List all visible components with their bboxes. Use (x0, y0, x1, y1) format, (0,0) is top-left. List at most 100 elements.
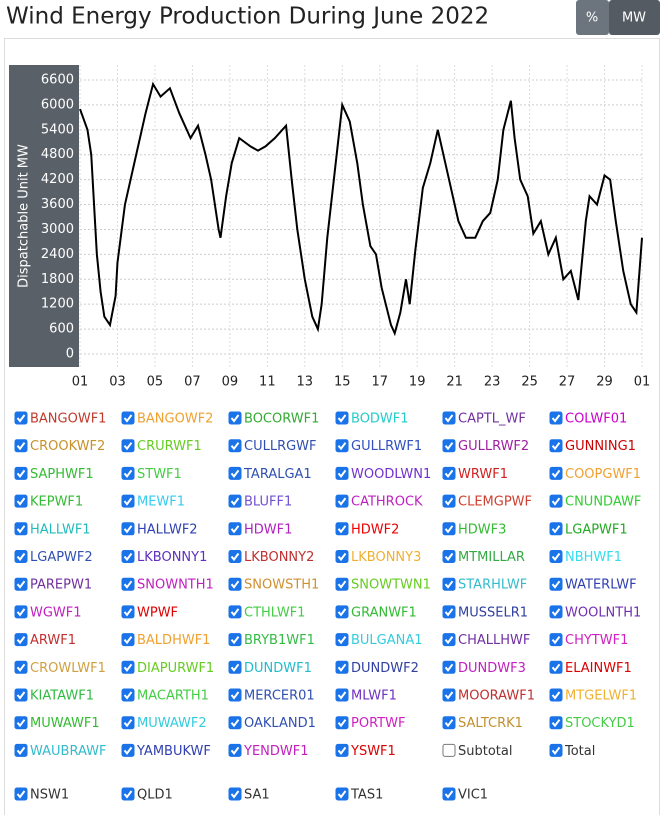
legend-label[interactable]: BALDHWF1 (137, 633, 210, 648)
checkbox[interactable] (442, 522, 456, 536)
legend-label[interactable]: WGWF1 (30, 605, 82, 620)
legend-label[interactable]: DUNDWF2 (351, 661, 419, 676)
checkmark[interactable] (230, 636, 240, 645)
checkmark[interactable] (16, 746, 26, 756)
checkmark[interactable] (16, 497, 26, 506)
legend-label[interactable]: BOCORWF1 (244, 412, 319, 427)
checkbox[interactable] (335, 688, 349, 702)
button-label[interactable]: % (586, 11, 598, 26)
checkbox[interactable] (442, 716, 456, 730)
checkmark[interactable] (337, 608, 347, 617)
legend-label[interactable]: MUWAWF2 (137, 716, 207, 731)
legend-label[interactable]: WPWF (137, 605, 178, 620)
legend-label[interactable]: BANGOWF2 (137, 412, 213, 427)
checkbox[interactable] (335, 522, 349, 536)
checkbox[interactable] (442, 688, 456, 702)
checkmark[interactable] (230, 469, 240, 479)
checkbox[interactable] (442, 605, 456, 619)
checkmark[interactable] (230, 719, 240, 728)
checkmark[interactable] (337, 414, 347, 423)
checkmark[interactable] (444, 552, 454, 562)
legend-label[interactable]: KIATAWF1 (30, 689, 94, 704)
checkbox[interactable] (121, 605, 135, 619)
legend-label[interactable]: MLWF1 (351, 689, 397, 704)
checkbox[interactable] (228, 633, 242, 647)
checkmark[interactable] (551, 442, 561, 451)
checkbox[interactable] (442, 411, 456, 425)
checkmark[interactable] (444, 663, 454, 672)
checkmark[interactable] (123, 608, 133, 617)
checkbox[interactable] (549, 605, 563, 619)
legend-label[interactable]: MTGELWF1 (565, 689, 637, 704)
checkbox[interactable] (121, 787, 135, 801)
checkbox[interactable] (442, 494, 456, 508)
checkbox[interactable] (442, 439, 456, 453)
legend-label[interactable]: GUNNING1 (565, 439, 636, 454)
checkmark[interactable] (230, 663, 240, 672)
legend-label[interactable]: STARHLWF (458, 578, 527, 593)
legend-label[interactable]: STOCKYD1 (565, 716, 635, 731)
legend-label[interactable]: PAREPW1 (30, 578, 92, 593)
legend-label[interactable]: Total (564, 744, 595, 759)
legend-label[interactable]: LKBONNY1 (137, 550, 207, 565)
checkbox[interactable] (335, 577, 349, 591)
checkmark[interactable] (337, 663, 347, 672)
legend-label[interactable]: BLUFF1 (244, 495, 292, 510)
checkbox[interactable] (335, 466, 349, 480)
checkbox[interactable] (228, 577, 242, 591)
checkbox[interactable] (335, 411, 349, 425)
legend-label[interactable]: HALLWF2 (137, 522, 198, 537)
button-label[interactable]: MW (622, 11, 646, 26)
checkmark[interactable] (123, 790, 133, 799)
checkmark[interactable] (337, 442, 347, 451)
checkmark[interactable] (123, 719, 133, 728)
checkbox[interactable] (228, 605, 242, 619)
legend-label[interactable]: SALTCRK1 (458, 716, 523, 731)
checkmark[interactable] (551, 719, 561, 728)
legend-label[interactable]: MEWF1 (137, 495, 185, 510)
legend-label[interactable]: KEPWF1 (30, 495, 83, 510)
legend-label[interactable]: CROWLWF1 (30, 661, 106, 676)
checkmark[interactable] (123, 552, 133, 562)
checkmark[interactable] (444, 497, 454, 506)
checkbox[interactable] (14, 743, 28, 757)
legend-label[interactable]: SNOWTWN1 (351, 578, 431, 593)
checkmark[interactable] (551, 469, 561, 479)
checkmark[interactable] (123, 663, 133, 672)
checkmark[interactable] (444, 414, 454, 423)
checkbox[interactable] (228, 550, 242, 563)
checkbox[interactable] (442, 577, 456, 591)
checkmark[interactable] (230, 525, 240, 534)
checkbox[interactable] (549, 743, 563, 757)
checkmark[interactable] (123, 525, 133, 534)
legend-label[interactable]: CHALLHWF (458, 633, 530, 648)
legend-label[interactable]: DUNDWF3 (458, 661, 526, 676)
legend-label[interactable]: MTMILLAR (458, 550, 525, 565)
legend-label[interactable]: LGAPWF2 (30, 550, 93, 565)
legend-label[interactable]: WAUBRAWF (30, 744, 107, 759)
checkbox[interactable] (121, 688, 135, 702)
legend-label[interactable]: YENDWF1 (243, 744, 309, 759)
checkmark[interactable] (16, 525, 26, 534)
checkmark[interactable] (551, 580, 561, 589)
checkbox[interactable] (335, 605, 349, 619)
checkmark[interactable] (123, 746, 133, 756)
legend-label[interactable]: BRYB1WF1 (244, 633, 315, 648)
legend-label[interactable]: Subtotal (458, 744, 512, 759)
checkmark[interactable] (337, 525, 347, 534)
checkmark[interactable] (123, 442, 133, 451)
checkmark[interactable] (337, 636, 347, 645)
checkbox[interactable] (549, 577, 563, 591)
percent-button[interactable] (576, 0, 609, 35)
legend-label[interactable]: ARWF1 (30, 633, 76, 648)
checkbox[interactable] (14, 716, 28, 730)
checkmark[interactable] (551, 691, 561, 700)
checkmark[interactable] (230, 580, 240, 589)
checkmark[interactable] (551, 608, 561, 617)
legend-label[interactable]: LKBONNY2 (244, 550, 314, 565)
checkmark[interactable] (551, 746, 561, 756)
checkbox[interactable] (121, 660, 135, 674)
legend-label[interactable]: MUWAWF1 (30, 716, 100, 731)
checkbox[interactable] (335, 787, 349, 801)
legend-label[interactable]: CHYTWF1 (565, 633, 628, 648)
